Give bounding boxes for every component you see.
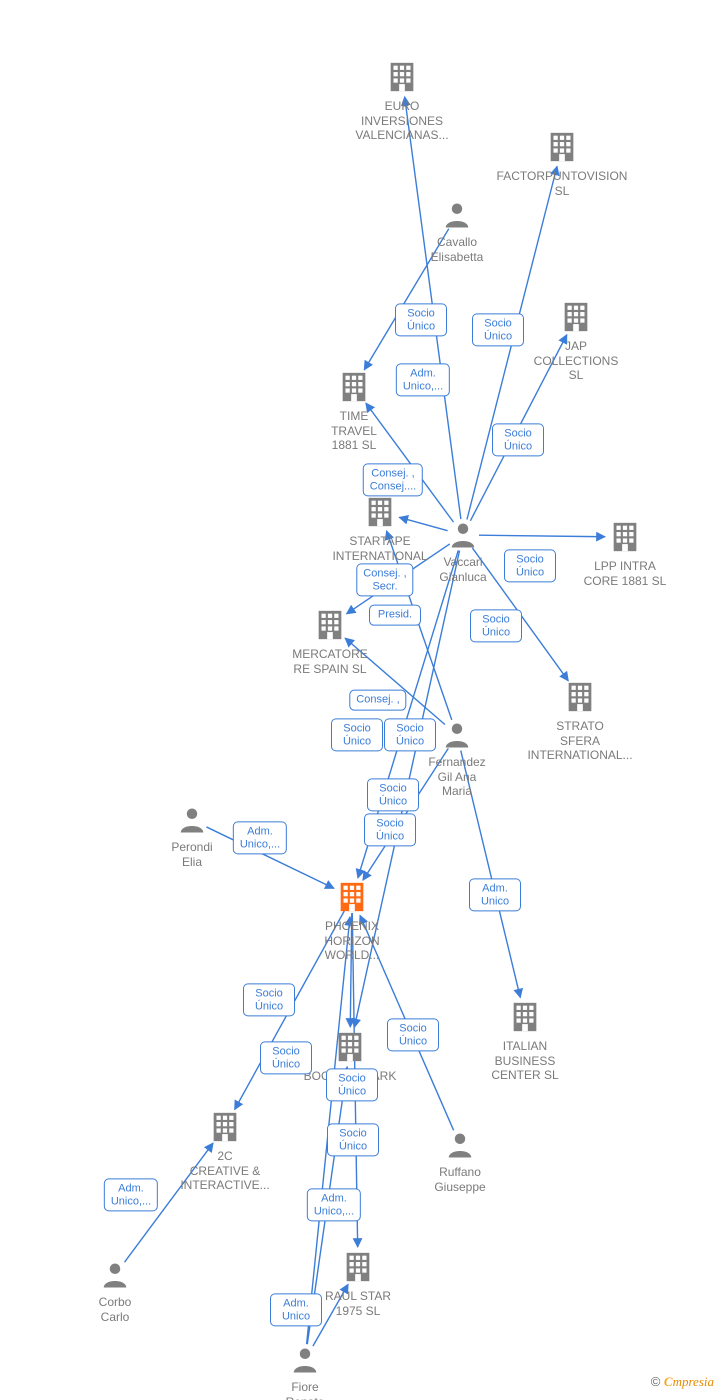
node-label: Corbo Carlo (45, 1295, 185, 1324)
node-label: MERCATORE RE SPAIN SL (260, 647, 400, 676)
network-canvas: EURO INVERSIONES VALENCIANAS... FACTORPU… (0, 0, 728, 1400)
person-icon (177, 805, 207, 835)
edge-label: SocioÚnico (472, 313, 524, 346)
node-label: JAP COLLECTIONS SL (506, 339, 646, 382)
node-label: PHOENIX HORIZON WORLD... (282, 919, 422, 962)
person-icon (100, 1260, 130, 1290)
building-icon (313, 608, 347, 642)
copyright-symbol: © (651, 1374, 661, 1389)
node-label: Fiore Renato (235, 1380, 375, 1400)
brand-text: mpresia (673, 1374, 714, 1389)
node-label: Ruffano Giuseppe (390, 1165, 530, 1194)
edge-label: SocioÚnico (387, 1018, 439, 1051)
edge-label: SocioÚnico (327, 1123, 379, 1156)
edge-label: SocioÚnico (384, 718, 436, 751)
node-phoenix[interactable]: PHOENIX HORIZON WORLD... (282, 880, 422, 963)
node-cavallo[interactable]: Cavallo Elisabetta (387, 200, 527, 264)
building-icon (559, 300, 593, 334)
edge-label: Adm.Unico (270, 1293, 322, 1326)
building-icon (333, 1030, 367, 1064)
building-icon (563, 680, 597, 714)
edge-label: Adm.Unico,... (396, 363, 450, 396)
node-label: STRATO SFERA INTERNATIONAL... (510, 719, 650, 762)
edge-label: Adm.Unico (469, 878, 521, 911)
person-icon (442, 200, 472, 230)
edge-label: SocioÚnico (243, 983, 295, 1016)
node-label: EURO INVERSIONES VALENCIANAS... (332, 99, 472, 142)
node-label: Cavallo Elisabetta (387, 235, 527, 264)
edge-label: SocioÚnico (492, 423, 544, 456)
building-icon (385, 60, 419, 94)
person-icon (448, 520, 478, 550)
edge-label: Consej. ,Secr. (356, 563, 413, 596)
node-label: LPP INTRA CORE 1881 SL (555, 559, 695, 588)
building-icon (341, 1250, 375, 1284)
edge-label: SocioÚnico (260, 1041, 312, 1074)
node-label: 2C CREATIVE & INTERACTIVE... (155, 1149, 295, 1192)
node-jap[interactable]: JAP COLLECTIONS SL (506, 300, 646, 383)
node-euro_inv[interactable]: EURO INVERSIONES VALENCIANAS... (332, 60, 472, 143)
node-strato[interactable]: STRATO SFERA INTERNATIONAL... (510, 680, 650, 763)
node-label: TIME TRAVEL 1881 SL (284, 409, 424, 452)
edge-label: Adm.Unico,... (233, 821, 287, 854)
node-corbo[interactable]: Corbo Carlo (45, 1260, 185, 1324)
node-factorpunto[interactable]: FACTORPUNTOVISION SL (492, 130, 632, 198)
building-icon (363, 495, 397, 529)
building-icon (545, 130, 579, 164)
building-icon (335, 880, 369, 914)
person-icon (290, 1345, 320, 1375)
edge-label: SocioÚnico (395, 303, 447, 336)
node-label: FACTORPUNTOVISION SL (492, 169, 632, 198)
edge-label: SocioÚnico (331, 718, 383, 751)
edge-label: Consej. , (349, 690, 406, 711)
node-ruffano[interactable]: Ruffano Giuseppe (390, 1130, 530, 1194)
edge-label: Presid. (369, 605, 421, 626)
node-2c[interactable]: 2C CREATIVE & INTERACTIVE... (155, 1110, 295, 1193)
node-ibc[interactable]: ITALIAN BUSINESS CENTER SL (455, 1000, 595, 1083)
edge-label: Adm.Unico,... (307, 1188, 361, 1221)
footer: © Cmpresia (651, 1374, 714, 1390)
edge-label: SocioÚnico (367, 778, 419, 811)
building-icon (608, 520, 642, 554)
person-icon (445, 1130, 475, 1160)
edge-label: SocioÚnico (326, 1068, 378, 1101)
building-icon (508, 1000, 542, 1034)
brand-initial: C (664, 1374, 673, 1389)
edge-label: SocioÚnico (470, 609, 522, 642)
edge-label: SocioÚnico (364, 813, 416, 846)
person-icon (442, 720, 472, 750)
edge-label: Consej. ,Consej.... (363, 463, 423, 496)
node-lpp[interactable]: LPP INTRA CORE 1881 SL (555, 520, 695, 588)
node-fiore[interactable]: Fiore Renato (235, 1345, 375, 1400)
building-icon (208, 1110, 242, 1144)
building-icon (337, 370, 371, 404)
edge-label: Adm.Unico,... (104, 1178, 158, 1211)
edge-label: SocioÚnico (504, 549, 556, 582)
node-label: ITALIAN BUSINESS CENTER SL (455, 1039, 595, 1082)
